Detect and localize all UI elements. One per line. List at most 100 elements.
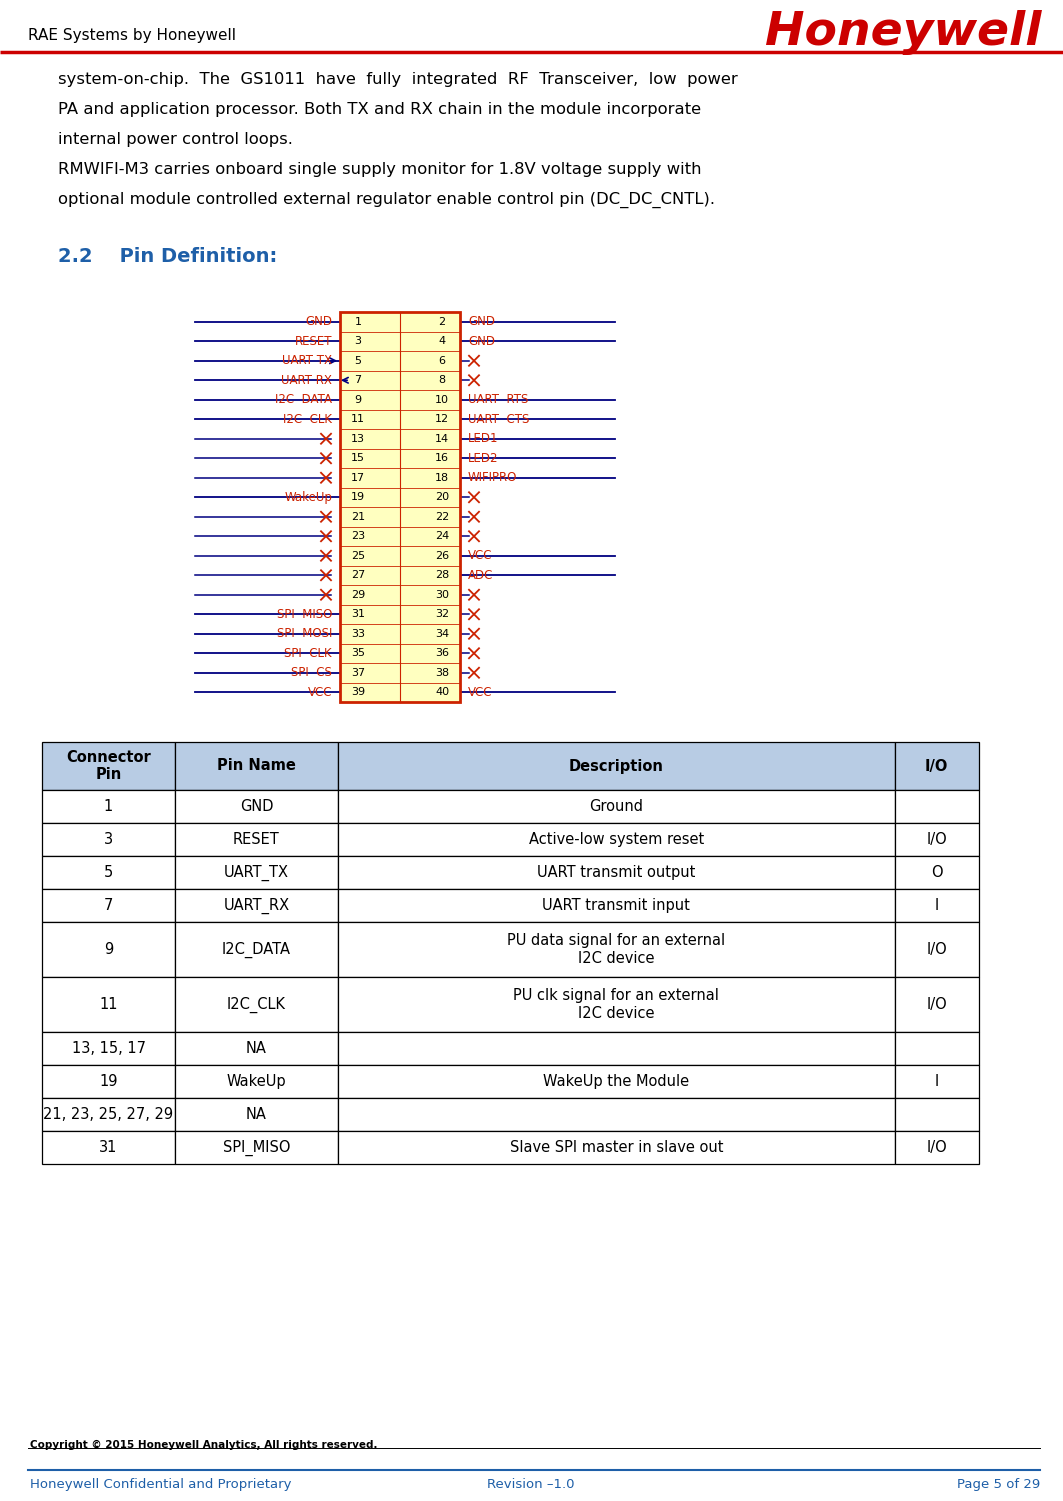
Bar (43, 790, 175, 823)
Bar (338, 977, 895, 1033)
Bar (175, 977, 338, 1033)
Text: I/O: I/O (927, 832, 947, 847)
Bar (175, 790, 338, 823)
Text: 7: 7 (354, 375, 361, 386)
Bar (338, 856, 895, 889)
Text: 16: 16 (435, 453, 449, 464)
Text: 24: 24 (435, 531, 450, 542)
Text: 38: 38 (435, 668, 449, 678)
Text: I2C_DATA: I2C_DATA (222, 941, 291, 958)
Text: VCC: VCC (468, 686, 492, 699)
Bar (43, 823, 175, 856)
Text: Description: Description (569, 758, 663, 773)
Text: WIFIPRO: WIFIPRO (468, 471, 518, 485)
Text: I/O: I/O (927, 943, 947, 958)
Text: GND: GND (468, 335, 495, 348)
Text: Pin Name: Pin Name (217, 758, 296, 773)
Text: 22: 22 (435, 512, 450, 522)
Bar (338, 1099, 895, 1130)
Text: 13, 15, 17: 13, 15, 17 (71, 1042, 146, 1057)
Text: 35: 35 (351, 648, 365, 659)
Text: 3: 3 (104, 832, 113, 847)
Text: 32: 32 (435, 609, 449, 620)
Bar (895, 1099, 979, 1130)
Text: UART_RX: UART_RX (223, 898, 289, 914)
Text: NA: NA (246, 1042, 267, 1057)
Text: 20: 20 (435, 492, 449, 503)
Text: Ground: Ground (589, 799, 643, 814)
Bar (43, 1099, 175, 1130)
Text: WakeUp: WakeUp (226, 1075, 286, 1090)
Text: internal power control loops.: internal power control loops. (58, 132, 293, 147)
Text: UART  CTS: UART CTS (468, 413, 529, 426)
Text: I2C  DATA: I2C DATA (275, 393, 332, 407)
Bar (338, 889, 895, 922)
Text: 28: 28 (435, 570, 450, 581)
Bar (895, 889, 979, 922)
Text: 14: 14 (435, 434, 449, 444)
Text: I: I (934, 898, 939, 913)
Text: 2.2    Pin Definition:: 2.2 Pin Definition: (58, 248, 277, 266)
Text: 36: 36 (435, 648, 449, 659)
Text: GND: GND (468, 315, 495, 329)
Text: 19: 19 (99, 1075, 118, 1090)
Text: 40: 40 (435, 687, 449, 698)
Text: ADC: ADC (468, 569, 493, 582)
Text: Active-low system reset: Active-low system reset (528, 832, 704, 847)
Bar (895, 1033, 979, 1066)
Text: 18: 18 (435, 473, 449, 483)
Bar (43, 1066, 175, 1099)
Text: RMWIFI-M3 carries onboard single supply monitor for 1.8V voltage supply with: RMWIFI-M3 carries onboard single supply … (58, 162, 702, 177)
Text: I2C_CLK: I2C_CLK (227, 997, 286, 1013)
Text: PA and application processor. Both TX and RX chain in the module incorporate: PA and application processor. Both TX an… (58, 102, 702, 117)
Text: SPI  CLK: SPI CLK (285, 647, 332, 660)
Text: 1: 1 (104, 799, 113, 814)
Bar (338, 1130, 895, 1163)
Text: WakeUp: WakeUp (284, 491, 332, 504)
Text: 26: 26 (435, 551, 449, 561)
Text: GND: GND (239, 799, 273, 814)
Text: 12: 12 (435, 414, 449, 425)
Text: 1: 1 (354, 317, 361, 327)
Text: 15: 15 (351, 453, 365, 464)
Bar (175, 741, 338, 790)
Bar (338, 741, 895, 790)
Text: VCC: VCC (307, 686, 332, 699)
Bar (895, 1066, 979, 1099)
Text: I/O: I/O (927, 1139, 947, 1154)
Text: I/O: I/O (927, 997, 947, 1012)
Text: UART transmit output: UART transmit output (537, 865, 695, 880)
Bar (43, 1130, 175, 1163)
Text: UART_TX: UART_TX (224, 865, 289, 881)
Bar (895, 922, 979, 977)
Text: 21: 21 (351, 512, 365, 522)
Text: Connector
Pin: Connector Pin (66, 750, 151, 782)
Text: 8: 8 (438, 375, 445, 386)
Text: WakeUp the Module: WakeUp the Module (543, 1075, 690, 1090)
Bar (895, 823, 979, 856)
Text: Honeywell Confidential and Proprietary: Honeywell Confidential and Proprietary (30, 1478, 291, 1490)
Text: RAE Systems by Honeywell: RAE Systems by Honeywell (28, 29, 236, 44)
Bar (895, 741, 979, 790)
Text: 6: 6 (439, 356, 445, 366)
Bar (43, 977, 175, 1033)
Bar (895, 790, 979, 823)
Text: UART TX: UART TX (282, 354, 332, 368)
Bar (175, 1130, 338, 1163)
Text: Page 5 of 29: Page 5 of 29 (957, 1478, 1040, 1490)
Text: Revision –1.0: Revision –1.0 (487, 1478, 575, 1490)
Text: GND: GND (305, 315, 332, 329)
Text: RESET: RESET (233, 832, 280, 847)
Text: 2: 2 (438, 317, 445, 327)
Text: 10: 10 (435, 395, 449, 405)
Text: 37: 37 (351, 668, 365, 678)
Text: 39: 39 (351, 687, 365, 698)
Text: 31: 31 (99, 1139, 118, 1154)
Text: 9: 9 (354, 395, 361, 405)
Bar (895, 977, 979, 1033)
Text: 4: 4 (438, 336, 445, 347)
Bar (175, 889, 338, 922)
Bar (175, 1099, 338, 1130)
Text: 13: 13 (351, 434, 365, 444)
Bar (338, 1066, 895, 1099)
